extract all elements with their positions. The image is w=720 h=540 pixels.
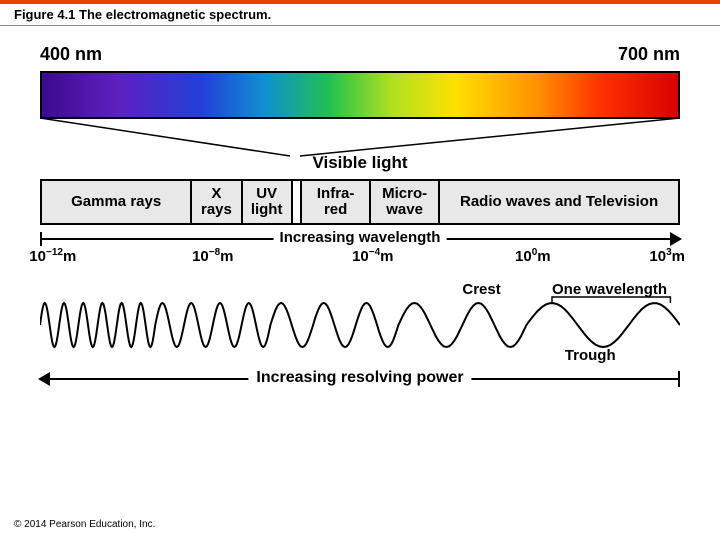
- projection-lines: [40, 118, 680, 158]
- trough-label: Trough: [565, 347, 616, 364]
- wavelength-tick: 10−8m: [192, 247, 233, 265]
- wavelength-tick: 10−4m: [352, 247, 393, 265]
- em-band: Micro- wave: [371, 181, 440, 223]
- resolving-power-axis: Increasing resolving power: [40, 369, 680, 389]
- crest-label: Crest: [462, 281, 500, 298]
- copyright-text: © 2014 Pearson Education, Inc.: [14, 519, 155, 530]
- visible-light-caption: Visible light: [312, 153, 407, 172]
- resolving-power-caption: Increasing resolving power: [248, 369, 471, 387]
- wave-diagram: Crest One wavelength Trough: [40, 285, 680, 365]
- visible-spectrum-bar: [40, 71, 680, 119]
- em-band: UV light: [243, 181, 293, 223]
- visible-spectrum-end-labels: 400 nm 700 nm: [40, 44, 680, 65]
- em-band: X rays: [192, 181, 242, 223]
- diagram-content: 400 nm 700 nm Visible light Gamma raysX …: [0, 26, 720, 389]
- wavelength-axis-caption: Increasing wavelength: [274, 229, 447, 246]
- one-wavelength-label: One wavelength: [552, 281, 667, 298]
- em-bands-row: Gamma raysX raysUV lightInfra- redMicro-…: [40, 179, 680, 225]
- em-band: Gamma rays: [42, 181, 192, 223]
- em-band: Infra- red: [302, 181, 371, 223]
- spectrum-right-label: 700 nm: [618, 44, 680, 65]
- wavelength-tick: 100m: [515, 247, 551, 265]
- em-band: Radio waves and Television: [440, 181, 678, 223]
- wavelength-tick: 103m: [649, 247, 685, 265]
- wavelength-tick-labels: 10−12m10−8m10−4m100m103m: [40, 247, 680, 271]
- wavelength-axis: Increasing wavelength: [40, 229, 680, 247]
- spectrum-left-label: 400 nm: [40, 44, 102, 65]
- wavelength-tick: 10−12m: [29, 247, 76, 265]
- visible-band-gap: [293, 181, 302, 223]
- figure-title: Figure 4.1 The electromagnetic spectrum.: [0, 4, 720, 26]
